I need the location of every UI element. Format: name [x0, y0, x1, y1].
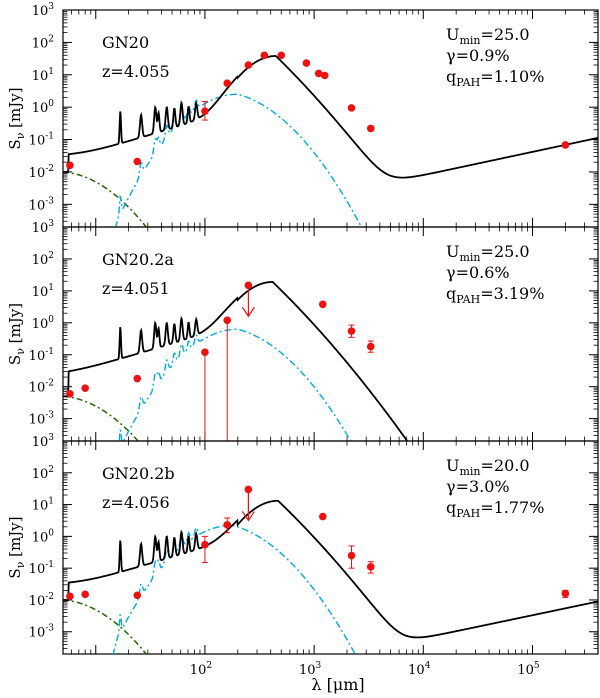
y-tick-label: 102 [32, 251, 54, 268]
y-tick-label: 10-2 [29, 379, 54, 396]
y-tick-label: 103 [32, 433, 55, 450]
total-model-line [63, 55, 598, 179]
x-tick-label: 105 [517, 661, 540, 678]
fit-parameter: qPAH=1.10% [446, 67, 544, 89]
data-point [260, 51, 269, 60]
fit-parameter: qPAH=1.77% [446, 498, 544, 520]
data-point [201, 348, 209, 357]
data-point [133, 591, 142, 600]
photometry-points [66, 51, 570, 170]
panel-gn20: 103 102 101 100 10-1 10-2 10-3 GN20 z=4.055 Umin=… [29, 2, 599, 228]
data-point [223, 79, 232, 87]
data-point [66, 592, 74, 601]
source-label: GN20.2a [102, 250, 174, 269]
y-tick-label: 102 [32, 465, 54, 482]
data-point [561, 589, 570, 598]
fit-parameter: γ=0.9% [446, 46, 510, 65]
model-curves [63, 499, 598, 654]
data-point [133, 374, 142, 383]
x-tick-label: 102 [190, 661, 212, 678]
x-tick-label: 104 [408, 661, 431, 678]
x-tick-labels: 102 103 104 105 [190, 661, 540, 678]
y-tick-label: 10-1 [29, 560, 54, 577]
data-point [366, 563, 375, 571]
redshift-label: z=4.051 [102, 279, 170, 298]
fit-parameter: Umin=20.0 [446, 456, 530, 478]
y-tick-label: 100 [32, 99, 55, 116]
fit-parameter: qPAH=3.19% [446, 284, 544, 306]
dust-component-line [114, 93, 363, 227]
x-axis-label: λ [μm] [311, 675, 364, 694]
data-point [347, 327, 356, 335]
data-point [223, 316, 232, 325]
panel-gn20-2a: 103 102 101 100 10-1 10-2 10-3 GN20.2a z=4.051 Um… [29, 219, 599, 442]
y-tick-label: 101 [32, 497, 54, 514]
y-axis-label: Sν [mJy] [6, 303, 27, 365]
panel-gn20-2b: 103 102 101 100 10-1 10-2 10-3 GN20.2b z=4.056 Um… [29, 433, 599, 655]
y-tick-label: 100 [32, 528, 55, 545]
stellar-component-line [63, 171, 148, 227]
panel-frame [62, 440, 599, 655]
y-tick-label: 101 [32, 283, 54, 300]
redshift-label: z=4.056 [102, 493, 170, 512]
data-point [81, 590, 89, 599]
redshift-label: z=4.055 [102, 62, 170, 81]
data-point [223, 521, 232, 529]
y-tick-label: 103 [32, 2, 55, 19]
fit-parameter: γ=3.0% [446, 477, 510, 496]
upper-limit-arrowhead [241, 306, 255, 318]
data-point [318, 512, 327, 521]
source-label: GN20 [102, 33, 149, 52]
stellar-component-line [63, 395, 140, 441]
data-point [347, 551, 356, 560]
data-point [302, 59, 311, 67]
fit-parameter: Umin=25.0 [446, 25, 530, 47]
data-point [366, 124, 375, 133]
y-tick-label: 10-2 [29, 592, 54, 609]
y-tick-label: 10-3 [29, 624, 55, 641]
y-tick-label: 10-3 [29, 196, 55, 213]
data-point [81, 384, 89, 392]
photometry-points [66, 485, 570, 601]
data-point [66, 389, 74, 398]
stellar-component-line [63, 599, 148, 654]
y-tick-label: 103 [32, 219, 55, 236]
y-tick-label: 10-3 [29, 411, 55, 428]
y-axis-label: Sν [mJy] [6, 516, 27, 578]
data-point [561, 141, 570, 149]
data-point [347, 104, 356, 112]
y-tick-label: 101 [32, 67, 54, 84]
total-model-line [63, 499, 598, 639]
y-axis-label: Sν [mJy] [6, 87, 27, 149]
data-point [366, 342, 375, 351]
model-curves [63, 281, 409, 441]
fit-parameter: γ=0.6% [446, 263, 510, 282]
dust-component-line [118, 328, 352, 441]
total-model-line [63, 281, 409, 441]
data-point [201, 540, 209, 549]
photometry-points [66, 281, 375, 441]
y-tick-label: 10-1 [29, 347, 54, 364]
y-tick-label: 102 [32, 34, 54, 51]
data-point [320, 71, 329, 80]
model-curves [63, 55, 598, 227]
data-point [244, 61, 253, 69]
fit-parameter: Umin=25.0 [446, 242, 530, 264]
source-label: GN20.2b [102, 464, 175, 483]
y-tick-label: 10-2 [29, 164, 54, 181]
y-tick-label: 100 [32, 315, 55, 332]
data-point [66, 161, 74, 170]
data-point [133, 157, 142, 166]
upper-limit-arrowhead [241, 511, 255, 522]
y-tick-label: 10-1 [29, 132, 54, 149]
data-point [314, 69, 323, 78]
data-point [277, 51, 286, 60]
panels: 103 102 101 100 10-1 10-2 10-3 GN20 z=4.055 Umin=… [29, 2, 599, 678]
dust-component-line [112, 524, 356, 654]
data-point [201, 107, 209, 116]
data-point [318, 300, 327, 309]
